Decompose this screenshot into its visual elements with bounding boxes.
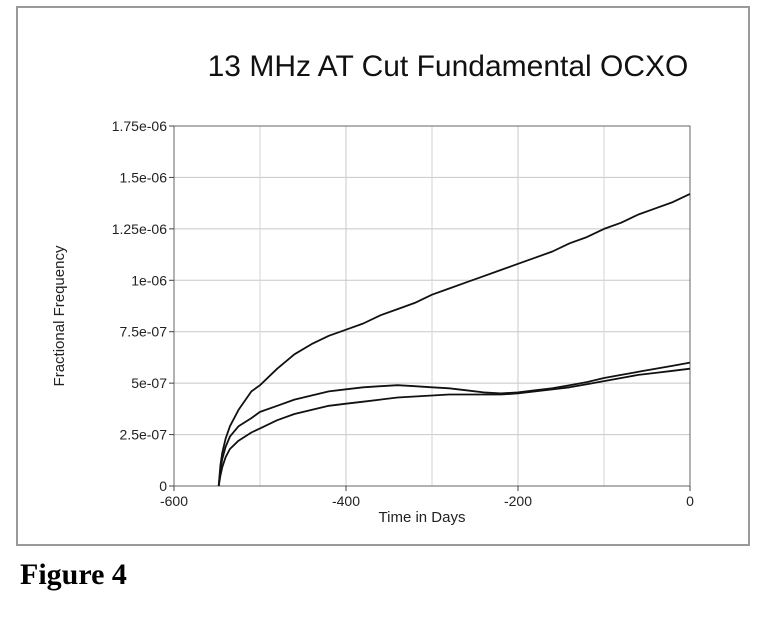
y-axis-label: Fractional Frequency [51, 245, 68, 386]
x-tick-label: -400 [332, 493, 360, 509]
chart-title: 13 MHz AT Cut Fundamental OCXO [207, 50, 689, 83]
x-tick-label: -600 [160, 493, 188, 509]
y-tick-label: 2.5e-07 [120, 427, 168, 443]
series-line-1 [217, 193, 691, 487]
figure-caption: Figure 4 [20, 558, 127, 591]
y-tick-label: 0 [159, 478, 167, 494]
chart: -600 -400 -200 0 0 2.5e-07 5e-07 7.5e-07 1e-06 1.… [51, 118, 694, 526]
series-line-3 [217, 367, 691, 487]
y-tick-label: 1.75e-06 [112, 118, 167, 134]
y-tick-label: 1.5e-06 [120, 169, 168, 185]
x-tick-label: 0 [686, 493, 694, 509]
x-tick-label: -200 [504, 493, 532, 509]
series-line-2 [217, 361, 691, 487]
figure-frame: -600 -400 -200 0 0 2.5e-07 5e-07 7.5e-07 1e-06 1.… [16, 6, 750, 546]
plot-area [173, 125, 691, 487]
x-axis-label: Time in Days [379, 509, 466, 526]
y-tick-label: 1.25e-06 [112, 221, 167, 237]
y-tick-label: 7.5e-07 [120, 324, 168, 340]
y-tick-label: 1e-06 [131, 272, 167, 288]
y-tick-label: 5e-07 [131, 375, 167, 391]
